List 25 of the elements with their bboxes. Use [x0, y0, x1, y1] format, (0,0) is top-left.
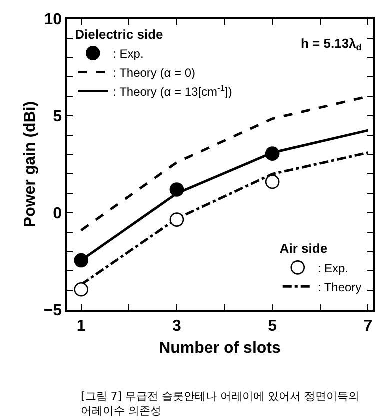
- legend-label: : Exp.: [318, 261, 349, 276]
- y-tick-label: −5: [44, 302, 62, 320]
- x-tick-label: 3: [172, 318, 182, 335]
- point: [74, 282, 88, 297]
- text: Dielectric side: [75, 26, 164, 42]
- point: [265, 174, 280, 190]
- y-tick-label: 10: [44, 12, 62, 29]
- legend-label: : Theory: [318, 280, 362, 294]
- annotation: h = 5.13λ$_{d}$: [301, 36, 362, 53]
- legend-label: : Theory (α = 0): [113, 66, 196, 80]
- point: [74, 253, 88, 268]
- y-tick-label: 5: [53, 108, 62, 126]
- text: Air side: [280, 241, 328, 256]
- text: [그림 7] 무급전 슬롯안테나 어레이에 있어서 정면이득의 어레이수 의존성: [81, 390, 360, 418]
- point: [265, 146, 280, 161]
- y-tick-label: 0: [53, 206, 62, 223]
- legend-label: : Theory (α = 13[cm$^{-1}$]): [113, 82, 232, 99]
- x-tick-label: 7: [364, 318, 373, 335]
- y-axis-title: Power gain (dBi): [22, 101, 40, 228]
- x-tick-label: 5: [268, 318, 278, 335]
- legend-label: : Exp.: [113, 46, 144, 61]
- x-tick-label: 1: [76, 318, 86, 335]
- point: [170, 212, 184, 227]
- x-axis-title: Number of slots: [159, 340, 281, 358]
- point: [170, 182, 184, 197]
